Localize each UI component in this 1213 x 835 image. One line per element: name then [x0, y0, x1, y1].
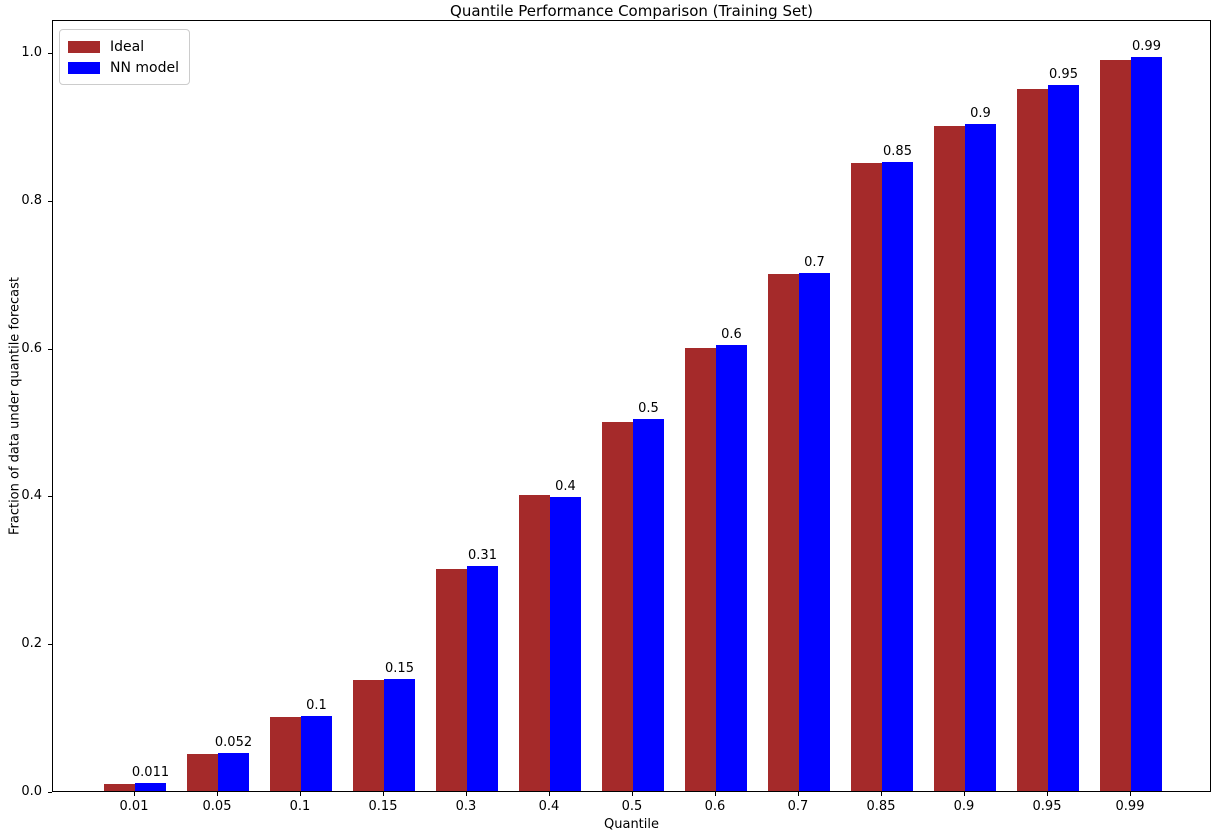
bar-ideal-0.05 [187, 754, 218, 791]
legend-item-ideal: Ideal [68, 36, 179, 57]
bar-value-label-0.05: 0.052 [214, 735, 253, 750]
y-tick-label-0.4: 0.4 [21, 488, 42, 503]
y-tick-mark-0.4 [48, 496, 52, 497]
bar-value-label-0.4: 0.4 [555, 479, 576, 494]
bar-ideal-0.6 [685, 348, 716, 791]
legend-label-nn-model: NN model [110, 59, 179, 76]
bar-value-label-0.5: 0.5 [638, 401, 659, 416]
bar-nn-model-0.01 [135, 783, 166, 791]
bar-ideal-0.9 [934, 126, 965, 791]
y-tick-mark-0.0 [48, 792, 52, 793]
bar-ideal-0.4 [519, 495, 550, 791]
bar-ideal-0.95 [1017, 89, 1048, 791]
y-tick-mark-0.6 [48, 349, 52, 350]
bar-value-label-0.3: 0.31 [468, 548, 497, 563]
bar-ideal-0.5 [602, 422, 633, 791]
bar-ideal-0.01 [104, 784, 135, 791]
x-tick-label-0.7: 0.7 [787, 799, 809, 814]
x-tick-mark-0.7 [798, 792, 799, 796]
legend-item-nn-model: NN model [68, 57, 179, 78]
bar-nn-model-0.5 [633, 419, 664, 791]
x-tick-label-0.95: 0.95 [1032, 799, 1062, 814]
bar-nn-model-0.99 [1131, 57, 1162, 791]
bar-value-label-0.01: 0.011 [131, 765, 170, 780]
bar-ideal-0.3 [436, 569, 467, 791]
x-axis-label: Quantile [604, 817, 659, 832]
legend-swatch-ideal [68, 40, 100, 53]
bar-ideal-0.85 [851, 163, 882, 791]
bar-nn-model-0.85 [882, 162, 913, 791]
x-tick-label-0.3: 0.3 [455, 799, 477, 814]
bar-value-label-0.15: 0.15 [385, 661, 414, 676]
plot-area: Ideal NN model 0.011 0.052 0.1 0.15 0.31 0.4 0… [52, 20, 1211, 792]
y-tick-mark-0.2 [48, 644, 52, 645]
y-tick-label-0.6: 0.6 [21, 341, 42, 356]
bar-value-label-0.6: 0.6 [721, 327, 742, 342]
x-tick-mark-0.05 [217, 792, 218, 796]
bar-nn-model-0.1 [301, 716, 332, 791]
y-tick-label-0.2: 0.2 [21, 636, 42, 651]
x-tick-mark-0.4 [549, 792, 550, 796]
bar-nn-model-0.15 [384, 679, 415, 791]
bar-value-label-0.85: 0.85 [883, 144, 912, 159]
x-tick-label-0.85: 0.85 [866, 799, 896, 814]
bar-value-label-0.1: 0.1 [306, 698, 327, 713]
x-tick-label-0.05: 0.05 [202, 799, 232, 814]
x-tick-mark-0.5 [632, 792, 633, 796]
x-tick-label-0.1: 0.1 [289, 799, 311, 814]
legend: Ideal NN model [59, 29, 190, 85]
bar-nn-model-0.05 [218, 753, 249, 791]
bar-ideal-0.99 [1100, 60, 1131, 791]
bar-value-label-0.7: 0.7 [804, 255, 825, 270]
y-tick-label-0.0: 0.0 [21, 784, 42, 799]
x-tick-label-0.99: 0.99 [1115, 799, 1145, 814]
y-tick-label-0.8: 0.8 [21, 193, 42, 208]
x-tick-mark-0.3 [466, 792, 467, 796]
bar-nn-model-0.7 [799, 273, 830, 791]
bar-nn-model-0.6 [716, 345, 747, 791]
x-tick-mark-0.95 [1047, 792, 1048, 796]
y-tick-mark-0.8 [48, 201, 52, 202]
x-tick-label-0.9: 0.9 [953, 799, 975, 814]
y-tick-mark-1.0 [48, 53, 52, 54]
bar-value-label-0.99: 0.99 [1132, 39, 1161, 54]
bar-nn-model-0.3 [467, 566, 498, 791]
legend-swatch-nn-model [68, 61, 100, 74]
bar-value-label-0.95: 0.95 [1049, 67, 1078, 82]
x-tick-label-0.4: 0.4 [538, 799, 560, 814]
bar-value-label-0.9: 0.9 [970, 106, 991, 121]
x-tick-label-0.5: 0.5 [621, 799, 643, 814]
x-tick-mark-0.99 [1130, 792, 1131, 796]
bar-ideal-0.1 [270, 717, 301, 791]
legend-label-ideal: Ideal [110, 38, 145, 55]
x-tick-mark-0.6 [715, 792, 716, 796]
x-tick-mark-0.01 [134, 792, 135, 796]
x-tick-mark-0.85 [881, 792, 882, 796]
x-tick-mark-0.1 [300, 792, 301, 796]
x-tick-label-0.6: 0.6 [704, 799, 726, 814]
x-tick-label-0.01: 0.01 [119, 799, 149, 814]
y-tick-label-1.0: 1.0 [21, 45, 42, 60]
x-tick-mark-0.9 [964, 792, 965, 796]
bar-nn-model-0.4 [550, 497, 581, 791]
bar-ideal-0.15 [353, 680, 384, 791]
bar-ideal-0.7 [768, 274, 799, 791]
bar-nn-model-0.9 [965, 124, 996, 791]
chart-title: Quantile Performance Comparison (Trainin… [450, 2, 813, 20]
x-tick-label-0.15: 0.15 [368, 799, 398, 814]
x-tick-mark-0.15 [383, 792, 384, 796]
bar-nn-model-0.95 [1048, 85, 1079, 791]
